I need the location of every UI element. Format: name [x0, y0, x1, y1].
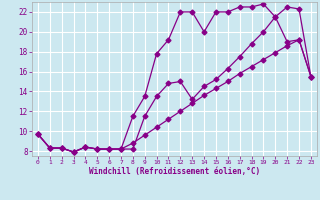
X-axis label: Windchill (Refroidissement éolien,°C): Windchill (Refroidissement éolien,°C) — [89, 167, 260, 176]
